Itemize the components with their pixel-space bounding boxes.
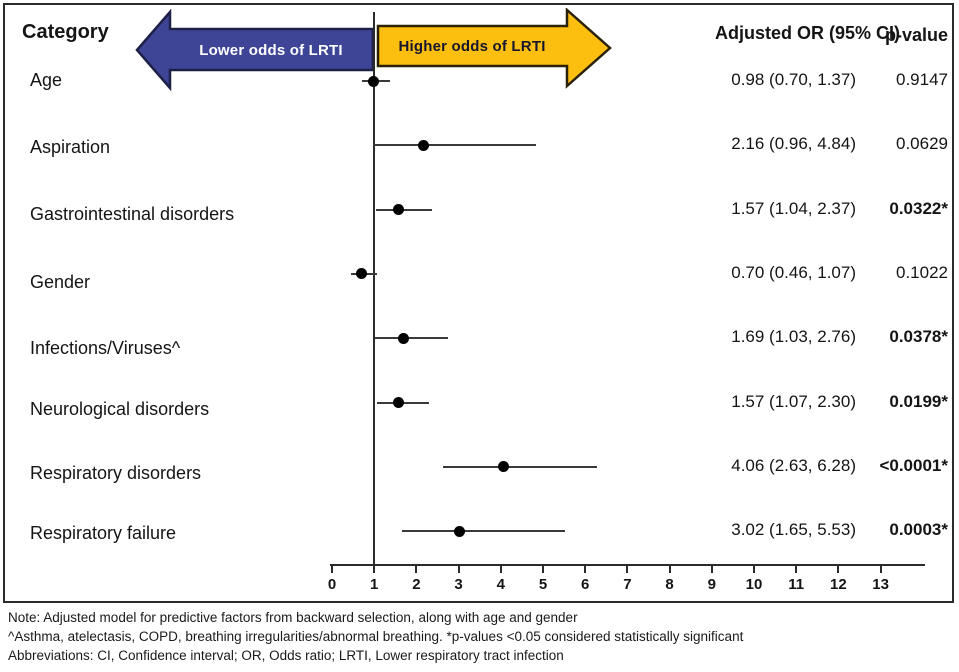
odds-ratio-ci-value: 3.02 (1.65, 5.53) [731, 520, 856, 540]
confidence-interval-whisker [375, 208, 432, 211]
odds-ratio-marker [397, 332, 409, 344]
footnote-definitions: ^Asthma, atelectasis, COPD, breathing ir… [8, 629, 744, 644]
odds-ratio-ci-value: 4.06 (2.63, 6.28) [731, 455, 856, 475]
x-axis-tick [542, 564, 544, 573]
x-axis-tick [331, 564, 333, 573]
x-axis-tick [795, 564, 798, 573]
lower-odds-arrow-label: Lower odds of LRTI [199, 42, 343, 59]
reference-line [373, 12, 376, 566]
or-column-header: Adjusted OR (95% CI) [714, 23, 900, 43]
higher-odds-arrow-label: Higher odds of LRTI [398, 38, 545, 55]
confidence-interval-whisker [372, 144, 537, 147]
footnote-abbreviations: Abbreviations: CI, Confidence interval; … [8, 648, 564, 663]
higher-odds-arrow [376, 8, 612, 89]
x-axis-tick [457, 564, 460, 573]
x-axis-tick-label: 5 [538, 576, 548, 593]
x-axis-tick [837, 564, 840, 573]
x-axis-tick-label: 1 [370, 576, 379, 593]
x-axis-tick [753, 564, 755, 573]
confidence-interval-whisker [442, 465, 597, 468]
x-axis-tick [626, 564, 629, 573]
p-value: <0.0001* [879, 455, 948, 475]
odds-ratio-ci-value: 2.16 (0.96, 4.84) [731, 134, 856, 154]
footnote-model: Note: Adjusted model for predictive fact… [8, 610, 578, 625]
p-value: 0.0003* [889, 520, 948, 540]
x-axis-tick-label: 13 [872, 576, 889, 593]
odds-ratio-marker [392, 397, 404, 408]
x-axis-tick-label: 8 [665, 576, 674, 593]
x-axis-tick-label: 7 [623, 576, 632, 593]
pvalue-column-header: p-value [884, 25, 948, 45]
odds-ratio-ci-value: 0.70 (0.46, 1.07) [731, 262, 856, 282]
forest-row-category-label: Aspiration [30, 137, 111, 158]
category-column-header: Category [22, 21, 109, 43]
x-axis-tick-label: 3 [454, 576, 463, 593]
lower-odds-arrow [135, 8, 375, 92]
p-value: 0.0199* [889, 391, 948, 411]
x-axis-tick [373, 564, 376, 573]
x-axis-tick [499, 564, 502, 573]
x-axis-tick-label: 10 [745, 576, 763, 593]
x-axis-tick [710, 564, 713, 573]
odds-ratio-ci-value: 1.57 (1.04, 2.37) [731, 198, 856, 218]
odds-ratio-marker [497, 461, 509, 473]
x-axis-tick-label: 11 [788, 576, 805, 593]
x-axis-tick [584, 564, 587, 573]
x-axis-tick-label: 0 [327, 576, 337, 593]
odds-ratio-marker [356, 268, 368, 280]
forest-row-category-label: Respiratory disorders [30, 462, 202, 483]
forest-row-category-label: Infections/Viruses^ [30, 338, 181, 359]
p-value: 0.0322* [889, 198, 948, 218]
odds-ratio-marker [453, 525, 465, 537]
p-value: 0.0378* [889, 327, 948, 347]
p-value: 0.1022 [896, 262, 948, 282]
x-axis-tick [668, 564, 671, 573]
figure-border [3, 3, 954, 603]
odds-ratio-marker [417, 139, 429, 151]
forest-row-category-label: Respiratory failure [30, 523, 177, 544]
odds-ratio-ci-value: 1.69 (1.03, 2.76) [731, 327, 856, 347]
forest-row-category-label: Neurological disorders [30, 398, 210, 419]
forest-row-category-label: Gender [30, 271, 91, 292]
confidence-interval-whisker [375, 337, 449, 340]
confidence-interval-whisker [401, 530, 566, 533]
x-axis-tick-label: 12 [830, 576, 847, 593]
x-axis-tick-label: 9 [707, 576, 716, 593]
odds-ratio-ci-value: 0.98 (0.70, 1.37) [731, 70, 856, 89]
x-axis-tick [415, 564, 418, 573]
odds-ratio-marker [392, 204, 404, 216]
forest-row-category-label: Gastrointestinal disorders [30, 203, 235, 224]
direction-arrows: Lower odds of LRTI Higher odds of LRTI [135, 8, 612, 92]
odds-ratio-marker [367, 75, 379, 87]
p-value: 0.9147 [896, 70, 948, 89]
odds-ratio-ci-value: 1.57 (1.07, 2.30) [731, 391, 856, 411]
x-axis-tick-label: 6 [581, 576, 590, 593]
x-axis-tick-label: 4 [496, 576, 505, 593]
x-axis-tick [879, 564, 882, 573]
forest-row-category-label: Age [30, 70, 63, 90]
p-value: 0.0629 [896, 134, 948, 154]
x-axis-tick-label: 2 [412, 576, 421, 593]
